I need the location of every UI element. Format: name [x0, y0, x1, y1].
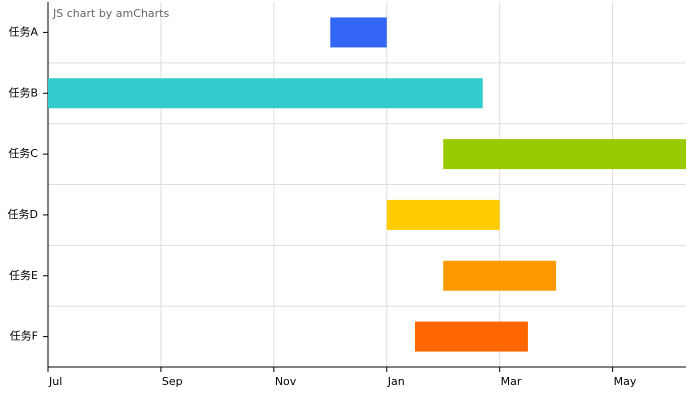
task-bar [330, 17, 387, 48]
y-tick-label: 任务C [8, 147, 38, 160]
task-bar [443, 139, 686, 170]
y-tick-label: 任务B [8, 86, 38, 99]
y-tick-label: 任务E [9, 269, 38, 282]
x-tick-label: May [614, 375, 637, 388]
y-tick-label: 任务D [8, 208, 38, 221]
y-tick-label: 任务F [10, 330, 38, 343]
x-tick-label: Sep [162, 375, 183, 388]
y-tick-label: 任务A [8, 25, 38, 38]
x-tick-label: Nov [275, 375, 297, 388]
x-tick-label: Jan [387, 375, 405, 388]
task-bar [414, 321, 528, 352]
x-tick-label: Mar [501, 375, 522, 388]
task-bar [443, 260, 557, 291]
task-bar [386, 199, 500, 230]
watermark: JS chart by amCharts [52, 7, 169, 20]
task-bar [48, 78, 483, 109]
x-tick-label: Jul [48, 375, 62, 388]
